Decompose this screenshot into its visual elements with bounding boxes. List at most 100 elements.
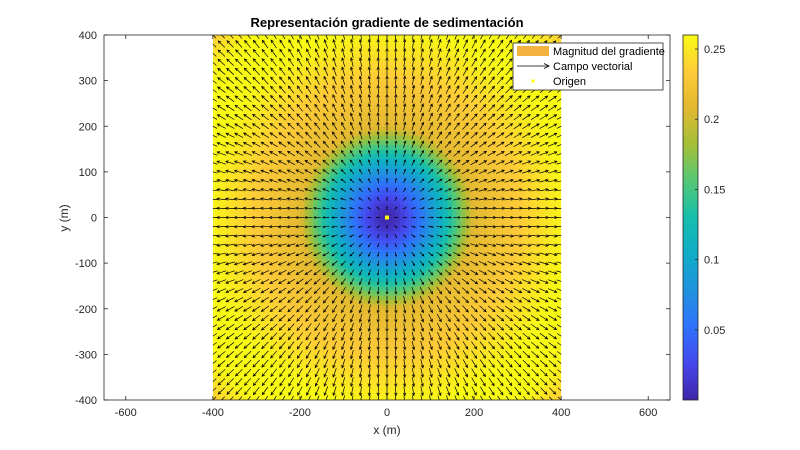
heat-cell — [443, 71, 449, 77]
heat-cell — [312, 162, 318, 168]
heat-cell — [304, 135, 310, 141]
heat-cell — [461, 103, 466, 109]
heat-cell — [439, 112, 444, 118]
heat-cell — [221, 117, 227, 123]
heat-cell — [299, 331, 305, 337]
heat-cell — [400, 381, 405, 387]
heat-cell — [400, 317, 405, 323]
heat-cell — [417, 285, 423, 291]
heat-cell — [452, 121, 458, 127]
heat-cell — [469, 181, 475, 186]
heat-cell — [221, 108, 227, 113]
heat-cell — [295, 254, 301, 259]
heat-cell — [456, 390, 462, 396]
heat-cell — [400, 377, 405, 383]
heat-cell — [243, 386, 249, 392]
heat-cell — [260, 377, 266, 383]
heat-cell — [225, 254, 231, 259]
heat-cell — [365, 139, 370, 145]
heat-cell — [382, 368, 388, 374]
heat-cell — [421, 254, 427, 259]
heat-cell — [456, 340, 462, 346]
heat-cell — [369, 89, 375, 95]
heat-cell — [469, 390, 475, 396]
heat-cell — [252, 231, 257, 237]
heat-cell — [278, 349, 283, 355]
heat-cell — [234, 44, 240, 50]
heat-cell — [282, 130, 288, 136]
heat-cell — [408, 240, 414, 246]
heat-cell — [400, 194, 405, 200]
heat-cell — [217, 249, 222, 255]
heat-cell — [347, 349, 353, 355]
heat-cell — [243, 44, 249, 50]
heat-cell — [378, 285, 384, 291]
heat-cell — [452, 222, 458, 228]
heat-cell — [461, 194, 466, 200]
heat-cell — [286, 153, 292, 159]
heat-cell — [356, 217, 362, 223]
heat-cell — [286, 194, 292, 200]
heat-cell — [369, 377, 375, 383]
heat-cell — [286, 176, 292, 182]
heat-cell — [343, 222, 349, 228]
heat-cell — [260, 244, 266, 250]
heat-cell — [452, 176, 458, 182]
heat-cell — [413, 272, 418, 278]
heat-cell — [308, 112, 314, 118]
heat-cell — [404, 281, 410, 287]
heat-cell — [400, 212, 405, 218]
heat-cell — [426, 345, 431, 351]
heat-cell — [391, 358, 397, 364]
heat-cell — [317, 358, 323, 364]
heat-cell — [326, 85, 331, 91]
heat-cell — [273, 48, 279, 54]
heat-cell — [278, 135, 283, 141]
heat-cell — [334, 331, 340, 337]
heat-cell — [452, 139, 458, 145]
heat-cell — [243, 217, 249, 223]
heat-cell — [282, 112, 288, 118]
heat-cell — [395, 390, 401, 396]
heat-cell — [452, 130, 458, 136]
heat-cell — [434, 94, 440, 100]
heat-cell — [221, 121, 227, 127]
heat-cell — [417, 244, 423, 250]
heat-cell — [439, 354, 444, 360]
heat-cell — [408, 98, 414, 104]
heat-cell — [238, 57, 244, 63]
heat-cell — [299, 35, 305, 40]
heat-cell — [356, 135, 362, 141]
heat-cell — [478, 199, 484, 205]
heat-cell — [452, 267, 458, 273]
heat-cell — [243, 322, 249, 328]
heat-cell — [421, 240, 427, 246]
heat-cell — [413, 381, 418, 387]
heat-cell — [360, 322, 366, 328]
heat-cell — [330, 35, 336, 40]
heat-cell — [469, 345, 475, 351]
heat-cell — [413, 35, 418, 40]
heat-cell — [326, 94, 331, 100]
heat-cell — [334, 217, 340, 223]
heat-cell — [387, 308, 392, 314]
heat-cell — [404, 235, 410, 241]
heat-cell — [421, 117, 427, 123]
heat-cell — [247, 190, 253, 196]
heat-cell — [343, 162, 349, 168]
heat-cell — [369, 112, 375, 118]
heat-cell — [391, 203, 397, 209]
heat-cell — [400, 171, 405, 177]
heat-cell — [391, 89, 397, 95]
heat-cell — [295, 249, 301, 255]
heat-cell — [439, 212, 444, 218]
heat-cell — [413, 368, 418, 374]
heat-cell — [439, 203, 444, 209]
heat-cell — [391, 103, 397, 109]
heat-cell — [378, 176, 384, 182]
heat-cell — [417, 381, 423, 387]
heat-cell — [217, 331, 222, 337]
heat-cell — [404, 149, 410, 155]
heat-cell — [434, 331, 440, 337]
heat-cell — [308, 89, 314, 95]
